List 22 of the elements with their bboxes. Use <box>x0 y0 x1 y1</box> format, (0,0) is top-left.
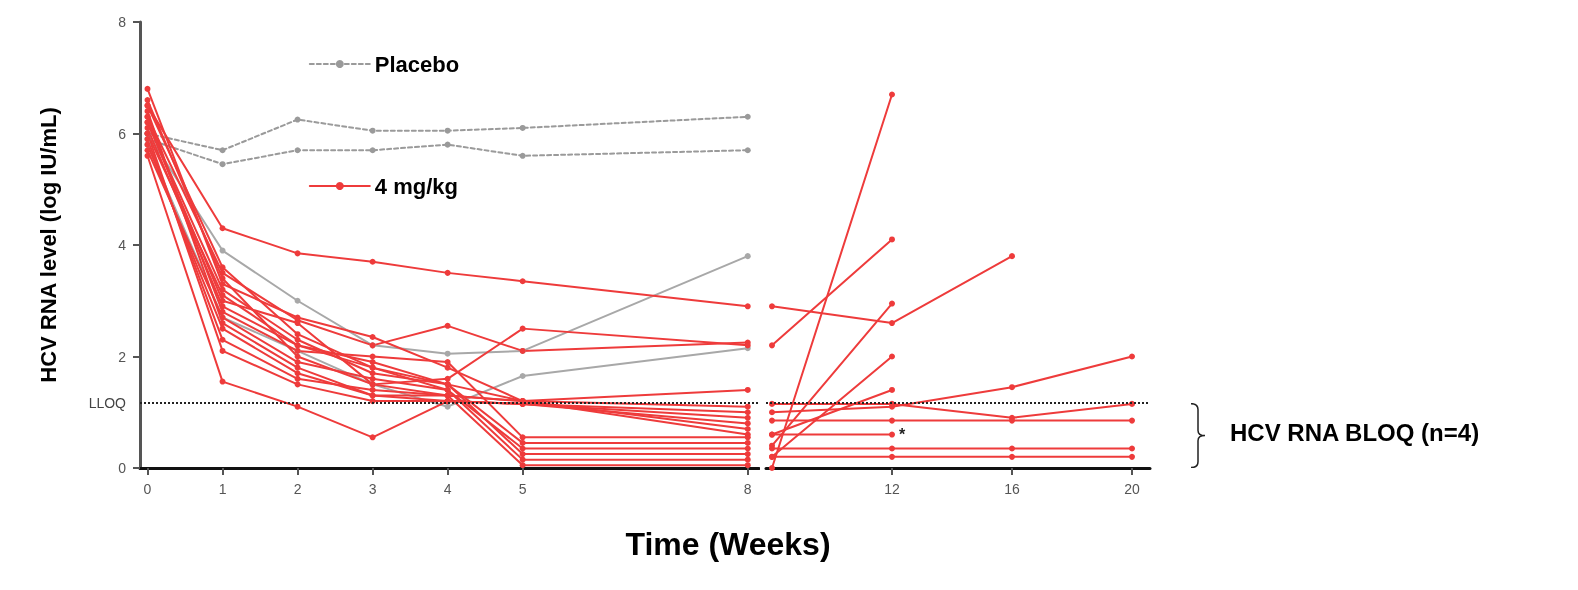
x-tick-label: 0 <box>143 481 152 497</box>
x-tick-label: 4 <box>443 481 452 497</box>
x-tick-label: 1 <box>218 481 227 497</box>
x-tick-label: 12 <box>884 481 900 497</box>
y-tick-label: 6 <box>118 125 127 142</box>
legend-label: 4 mg/kg <box>374 173 458 199</box>
y-tick-label: 4 <box>118 237 127 253</box>
annotation: * <box>898 425 906 443</box>
ref-line-label: LLOQ <box>88 394 127 411</box>
x-tick-label: 3 <box>368 481 377 497</box>
y-tick-label: 0 <box>118 460 127 476</box>
y-axis-title: HCV RNA level (log IU/mL) <box>35 107 61 383</box>
text: HCV RNA BLOQ (n=4) <box>1230 419 1480 448</box>
x-tick-label: 20 <box>1124 481 1140 497</box>
legend-label: Placebo <box>374 51 460 77</box>
x-axis-title: Time (Weeks) <box>624 526 832 563</box>
y-tick-label: 8 <box>118 14 127 30</box>
y-tick-label: 2 <box>118 348 127 365</box>
x-tick-label: 5 <box>518 481 527 497</box>
x-tick-label: 2 <box>293 481 302 497</box>
x-tick-label: 16 <box>1004 481 1020 497</box>
x-tick-label: 8 <box>743 481 752 497</box>
